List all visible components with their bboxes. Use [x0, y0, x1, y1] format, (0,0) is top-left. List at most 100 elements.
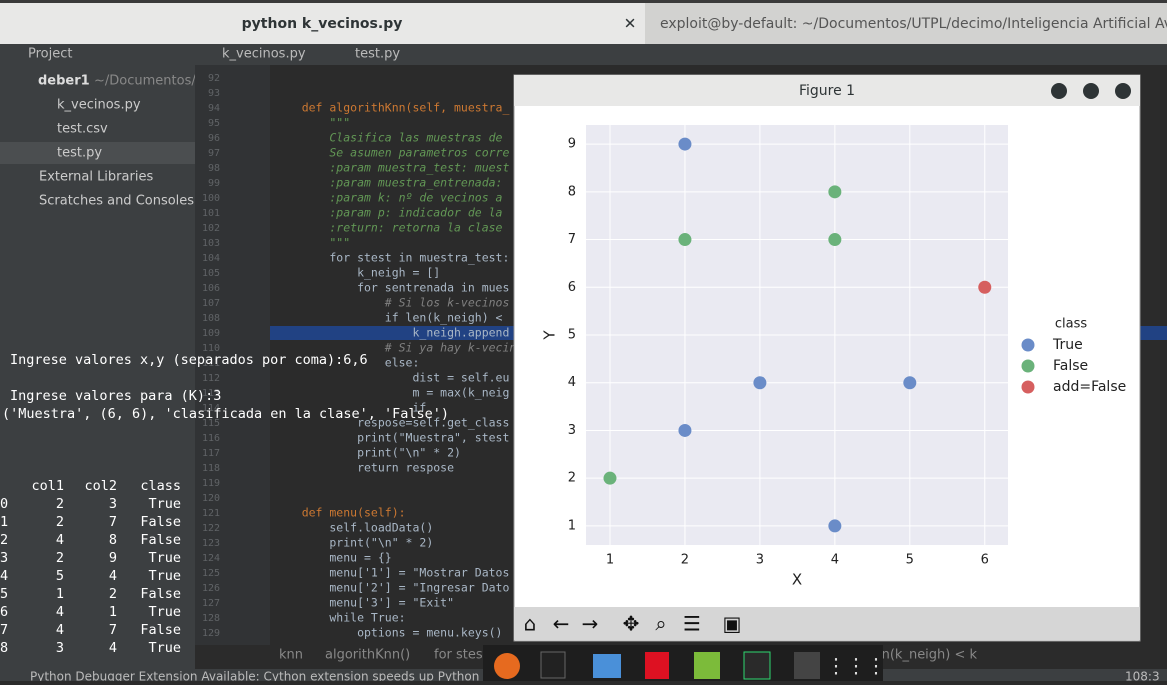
- tree-root[interactable]: deber1: [38, 74, 90, 89]
- row-index: 8: [0, 640, 8, 656]
- files-icon[interactable]: [593, 654, 621, 678]
- line-number: 110: [202, 343, 220, 354]
- breadcrumb-item: algorithKnn(): [325, 648, 410, 663]
- tree-file[interactable]: k_vecinos.py: [57, 98, 141, 113]
- tree-item[interactable]: Scratches and Consoles: [39, 194, 194, 209]
- code-line: respose=self.get_class: [274, 416, 509, 430]
- point: [828, 185, 842, 199]
- forward-button[interactable]: →: [582, 612, 599, 636]
- active-tab-title: python k_vecinos.py: [242, 16, 403, 32]
- editor-tab[interactable]: test.py: [355, 47, 400, 62]
- configure-button[interactable]: ☰: [683, 612, 701, 636]
- other-tab[interactable]: [645, 3, 1167, 44]
- table-cell: 3: [56, 640, 64, 656]
- legend-marker: [1021, 359, 1035, 373]
- pan-button[interactable]: ✥: [623, 612, 640, 636]
- line-number: 129: [202, 628, 220, 639]
- code-line: k_neigh = []: [274, 266, 440, 280]
- line-number: 97: [208, 148, 220, 159]
- table-cell: 7: [109, 622, 117, 638]
- point: [753, 376, 767, 390]
- home-button[interactable]: ⌂: [524, 612, 537, 636]
- line-number: 115: [202, 418, 220, 429]
- y-tick-label: 6: [568, 280, 576, 295]
- figure-title: Figure 1: [799, 83, 855, 99]
- line-number: 108: [202, 313, 220, 324]
- line-number: 103: [202, 238, 220, 249]
- figure-window: Figure 1 ⌂ ← → ✥ ⌕ ☰ ▣ 1 2 3 4 5 6 1 2 3 4 5 6 7 8 9 X Y…: [513, 74, 1141, 642]
- code-line: if len(k_neigh) <: [274, 311, 503, 325]
- tree-file[interactable]: test.py: [57, 146, 102, 161]
- figure-toolbar: [514, 607, 1140, 640]
- minimize-button[interactable]: [1051, 83, 1067, 99]
- line-number: 123: [202, 538, 220, 549]
- legend-label: add=False: [1053, 379, 1126, 395]
- y-tick-label: 1: [568, 518, 576, 533]
- code-line: else:: [274, 356, 419, 370]
- close-tab[interactable]: ✕: [624, 15, 637, 33]
- firefox-icon[interactable]: [494, 653, 520, 679]
- y-tick-label: 9: [568, 137, 576, 152]
- point: [678, 137, 692, 151]
- close-button[interactable]: [1115, 83, 1131, 99]
- code-line: :param p: indicador de la: [274, 206, 503, 220]
- notes-icon[interactable]: [694, 652, 720, 679]
- table-cell: True: [148, 604, 181, 620]
- point: [978, 280, 992, 294]
- app-icon[interactable]: [794, 652, 820, 679]
- y-tick-label: 3: [568, 423, 576, 438]
- table-cell: 2: [56, 514, 64, 530]
- line-number: 111: [202, 358, 220, 369]
- x-axis-label: X: [792, 571, 802, 589]
- active-tab[interactable]: [0, 3, 645, 44]
- table-cell: 2: [56, 496, 64, 512]
- code-line: menu['2'] = "Ingresar Dato: [274, 581, 509, 595]
- tree-file[interactable]: test.csv: [57, 122, 108, 137]
- y-tick-label: 4: [568, 375, 576, 390]
- y-tick-label: 7: [568, 232, 576, 247]
- editor-tab[interactable]: k_vecinos.py: [222, 47, 306, 62]
- line-number: 106: [202, 283, 220, 294]
- table-cell: 8: [109, 532, 117, 548]
- line-number: 127: [202, 598, 220, 609]
- line-number: 114: [202, 403, 220, 414]
- project-label[interactable]: Project: [28, 47, 72, 62]
- table-cell: False: [140, 586, 181, 602]
- table-cell: 2: [109, 586, 117, 602]
- apps-grid[interactable]: ⋮⋮⋮: [826, 654, 886, 678]
- row-index: 5: [0, 586, 8, 602]
- other-tab-title: exploit@by-default: ~/Documentos/UTPL/de…: [660, 16, 1167, 32]
- x-tick-label: 4: [831, 553, 839, 568]
- line-number: 113: [202, 388, 220, 399]
- save-button[interactable]: ▣: [723, 612, 742, 636]
- code-line: print("\n" * 2): [274, 446, 461, 460]
- y-tick-label: 2: [568, 471, 576, 486]
- tree-item[interactable]: External Libraries: [39, 170, 153, 185]
- code-line: menu = {}: [274, 551, 392, 565]
- code-line: print("\n" * 2): [274, 536, 433, 550]
- pycharm-icon[interactable]: [743, 651, 771, 680]
- line-number: 116: [202, 433, 220, 444]
- table-cell: 2: [56, 550, 64, 566]
- line-number: 105: [202, 268, 220, 279]
- app-icon[interactable]: [645, 652, 669, 679]
- line-number: 101: [202, 208, 220, 219]
- back-button[interactable]: ←: [553, 612, 570, 636]
- x-tick-label: 3: [756, 553, 764, 568]
- code-line: while True:: [274, 611, 406, 625]
- terminal-icon[interactable]: [540, 651, 566, 679]
- line-number: 112: [202, 373, 220, 384]
- maximize-button[interactable]: [1083, 83, 1099, 99]
- table-header: col1: [31, 478, 64, 494]
- line-number: 107: [202, 298, 220, 309]
- table-cell: True: [148, 496, 181, 512]
- x-tick-label: 5: [906, 553, 914, 568]
- zoom-button[interactable]: ⌕: [655, 612, 666, 636]
- line-number: 94: [208, 103, 220, 114]
- code-line: menu['3'] = "Exit": [274, 596, 454, 610]
- code-line: k_neigh.append: [274, 326, 509, 340]
- point: [903, 376, 917, 390]
- code-line: Clasifica las muestras de: [274, 131, 503, 145]
